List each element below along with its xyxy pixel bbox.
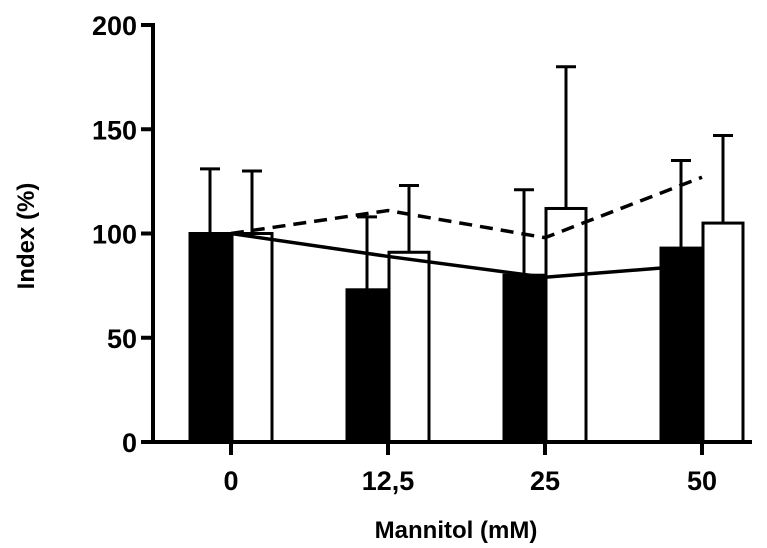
y-tick-label: 100 [92, 220, 137, 250]
bar [544, 206, 588, 444]
bar [345, 288, 389, 444]
bar [659, 246, 703, 444]
bar [502, 273, 546, 444]
y-tick-label: 200 [92, 11, 137, 41]
x-tick-label: 12,5 [362, 466, 415, 496]
y-tick-label: 0 [122, 428, 137, 458]
x-tick-label: 25 [530, 466, 560, 496]
trend-line-dashed [230, 175, 703, 240]
bar [387, 250, 431, 444]
chart-marks [188, 65, 745, 444]
trend-line-solid [230, 231, 703, 280]
x-tick-label: 50 [687, 466, 717, 496]
bar [701, 221, 745, 444]
bar [188, 232, 232, 444]
chart-axes: 0 50 100 150 200 0 12,5 25 50 [92, 11, 752, 496]
bar [230, 232, 274, 444]
x-tick-label: 0 [223, 466, 238, 496]
x-axis-label: Mannitol (mM) [375, 517, 538, 544]
y-tick-label: 150 [92, 115, 137, 145]
y-axis-label: Index (%) [13, 183, 40, 290]
y-tick-label: 50 [107, 324, 137, 354]
